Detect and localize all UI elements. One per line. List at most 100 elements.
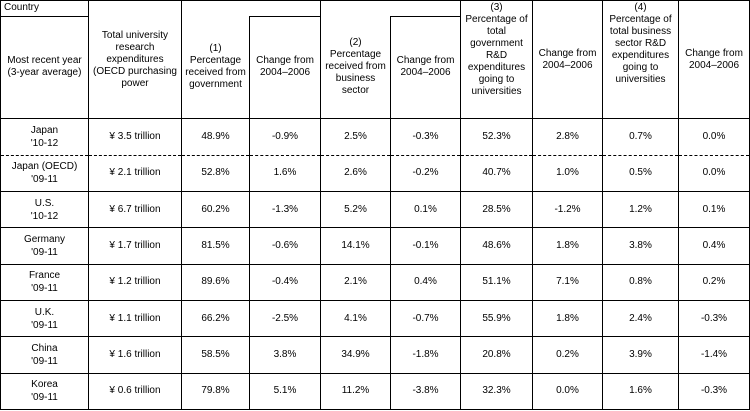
country-header: Country xyxy=(0,0,89,17)
col2-label: Percentage received from business sector xyxy=(325,49,386,97)
gov-cell: 48.9% xyxy=(181,118,250,156)
gov-rd-cell: 48.6% xyxy=(460,227,533,265)
group-header-blank-2 xyxy=(320,0,461,17)
bus-rd-cell: 1.6% xyxy=(602,372,679,411)
bus-cell: 2.5% xyxy=(320,118,391,156)
gov-change-cell: -0.4% xyxy=(249,263,321,301)
gov-rd-cell: 32.3% xyxy=(460,372,533,411)
gov-cell: 58.5% xyxy=(181,336,250,374)
table-row: Japan (OECD) '09-11 ¥ 2.1 trillion 52.8% … xyxy=(0,154,750,192)
country-year: '10-12 xyxy=(30,137,59,149)
bus-rd-change-cell: -1.4% xyxy=(678,336,750,374)
table-row: France '09-11 ¥ 1.2 trillion 89.6% -0.4% … xyxy=(0,263,750,301)
gov-cell: 60.2% xyxy=(181,190,250,229)
country-cell: China '09-11 xyxy=(0,336,89,374)
table-row: China '09-11 ¥ 1.6 trillion 58.5% 3.8% 34… xyxy=(0,336,750,374)
gov-cell: 52.8% xyxy=(181,154,250,192)
gov-change-cell: -0.9% xyxy=(249,118,321,156)
bus-change-cell: -1.8% xyxy=(390,336,461,374)
total-cell: ¥ 1.2 trillion xyxy=(88,263,182,301)
total-cell: ¥ 1.7 trillion xyxy=(88,227,182,265)
gov-rd-change-cell: 7.1% xyxy=(532,263,603,301)
gov-rd-change-cell: 2.8% xyxy=(532,118,603,156)
gov-rd-change-cell: -1.2% xyxy=(532,190,603,229)
most-recent-year-header: Most recent year (3-year average) xyxy=(0,15,89,120)
bus-change-cell: -0.7% xyxy=(390,299,461,338)
bus-cell: 4.1% xyxy=(320,299,391,338)
col2-number: (2) xyxy=(349,37,362,49)
bus-change-cell: -0.3% xyxy=(390,118,461,156)
col1-header: (1) Percentage received from government xyxy=(181,16,250,120)
gov-cell: 89.6% xyxy=(181,263,250,301)
bus-rd-cell: 2.4% xyxy=(602,299,679,338)
country-name: France xyxy=(28,270,61,282)
col2-header: (2) Percentage received from business se… xyxy=(320,16,391,120)
gov-rd-cell: 52.3% xyxy=(460,118,533,156)
gov-change-cell: -2.5% xyxy=(249,299,321,338)
col3-change-header: Change from 2004–2006 xyxy=(532,0,603,120)
bus-rd-change-cell: 0.2% xyxy=(678,263,750,301)
col1-change-header: Change from 2004–2006 xyxy=(249,15,321,120)
gov-rd-cell: 40.7% xyxy=(460,154,533,192)
gov-rd-cell: 20.8% xyxy=(460,336,533,374)
gov-rd-change-cell: 1.8% xyxy=(532,299,603,338)
col4-change-header: Change from 2004–2006 xyxy=(678,0,750,120)
country-name: Japan (OECD) xyxy=(11,161,78,173)
gov-cell: 79.8% xyxy=(181,372,250,411)
bus-rd-cell: 3.9% xyxy=(602,336,679,374)
bus-rd-change-cell: 0.1% xyxy=(678,190,750,229)
country-year: '10-12 xyxy=(30,210,59,222)
total-cell: ¥ 1.1 trillion xyxy=(88,299,182,338)
country-name: Japan xyxy=(30,124,59,136)
country-name: Korea xyxy=(31,379,58,391)
gov-rd-change-cell: 1.0% xyxy=(532,154,603,192)
group-header-blank-1 xyxy=(181,0,321,17)
bus-rd-cell: 1.2% xyxy=(602,190,679,229)
col4-header: (4) Percentage of total business sector … xyxy=(602,0,679,120)
bus-change-cell: -0.1% xyxy=(390,227,461,265)
bus-change-cell: 0.4% xyxy=(390,263,461,301)
gov-change-cell: 3.8% xyxy=(249,336,321,374)
bus-cell: 34.9% xyxy=(320,336,391,374)
country-cell: U.S. '10-12 xyxy=(0,190,89,229)
gov-cell: 81.5% xyxy=(181,227,250,265)
col4-number: (4) xyxy=(634,2,647,13)
bus-cell: 14.1% xyxy=(320,227,391,265)
bus-rd-cell: 0.7% xyxy=(602,118,679,156)
country-name: U.K. xyxy=(34,306,55,318)
col1-number: (1) xyxy=(209,43,222,55)
total-expenditures-header: Total university research expenditures (… xyxy=(88,0,182,120)
gov-cell: 66.2% xyxy=(181,299,250,338)
gov-change-cell: -1.3% xyxy=(249,190,321,229)
col2-change-header: Change from 2004–2006 xyxy=(390,15,461,120)
bus-change-cell: -3.8% xyxy=(390,372,461,411)
country-name: Germany xyxy=(23,233,66,245)
bus-change-cell: -0.2% xyxy=(390,154,461,192)
gov-change-cell: 5.1% xyxy=(249,372,321,411)
bus-rd-cell: 3.8% xyxy=(602,227,679,265)
country-cell: Germany '09-11 xyxy=(0,227,89,265)
bus-rd-cell: 0.5% xyxy=(602,154,679,192)
col3-header: (3) Percentage of total government R&D e… xyxy=(460,0,533,120)
gov-rd-cell: 55.9% xyxy=(460,299,533,338)
country-year: '09-11 xyxy=(31,283,58,295)
bus-rd-cell: 0.8% xyxy=(602,263,679,301)
country-cell: France '09-11 xyxy=(0,263,89,301)
bus-rd-change-cell: 0.0% xyxy=(678,118,750,156)
table-row: U.K. '09-11 ¥ 1.1 trillion 66.2% -2.5% 4.… xyxy=(0,299,750,338)
country-year: '09-11 xyxy=(31,355,58,367)
col3-label: Percentage of total government R&D expen… xyxy=(465,14,528,97)
header-row-top: Country Total university research expend… xyxy=(0,0,750,120)
header-row-bottom: Most recent year (3-year average) (1) Pe… xyxy=(0,15,750,120)
bus-rd-change-cell: 0.0% xyxy=(678,154,750,192)
total-cell: ¥ 0.6 trillion xyxy=(88,372,182,411)
bus-rd-change-cell: -0.3% xyxy=(678,372,750,411)
col1-label: Percentage received from government xyxy=(185,55,246,91)
country-cell: Japan (OECD) '09-11 xyxy=(0,154,89,192)
bus-rd-change-cell: 0.4% xyxy=(678,227,750,265)
gov-rd-change-cell: 0.2% xyxy=(532,336,603,374)
country-cell: U.K. '09-11 xyxy=(0,299,89,338)
table-row: U.S. '10-12 ¥ 6.7 trillion 60.2% -1.3% 5.… xyxy=(0,190,750,229)
gov-change-cell: 1.6% xyxy=(249,154,321,192)
total-cell: ¥ 6.7 trillion xyxy=(88,190,182,229)
